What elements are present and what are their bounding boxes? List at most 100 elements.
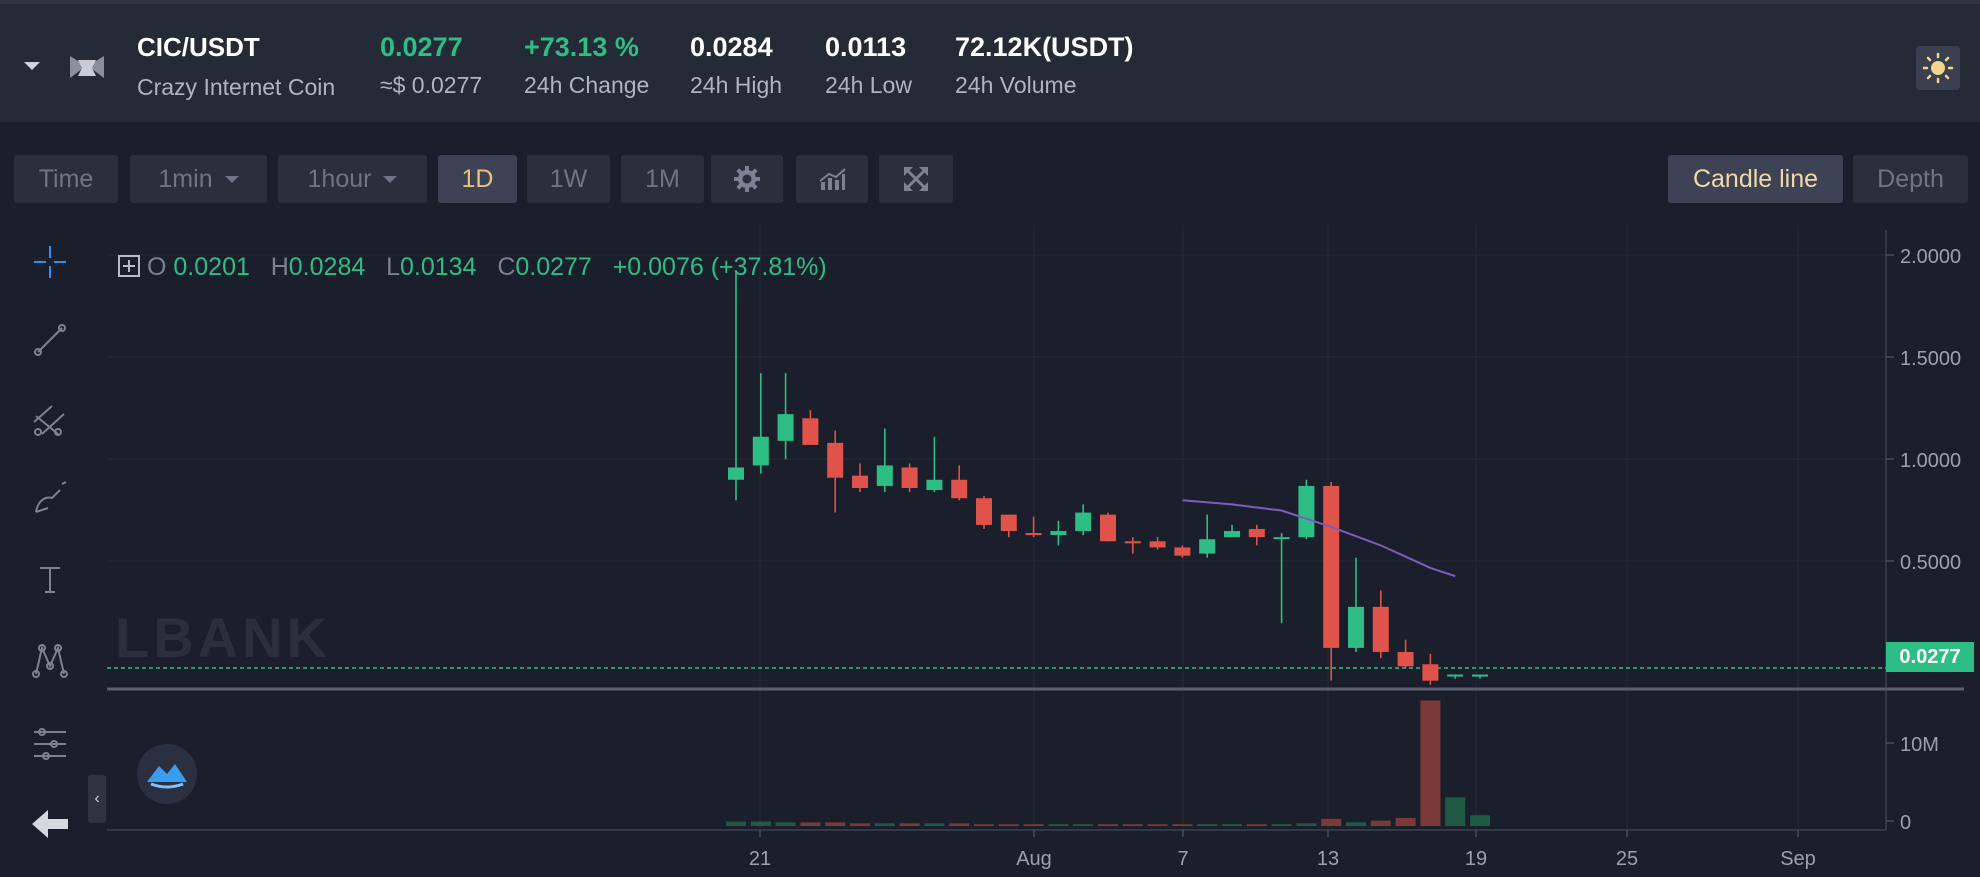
volume-bar [974, 824, 994, 826]
volume-bar [924, 823, 945, 826]
coin-logo-icon [70, 56, 104, 78]
low-label: 24h Low [825, 72, 912, 98]
volume-bar [1222, 824, 1242, 826]
settings-button[interactable] [711, 155, 783, 203]
parallel-channel-icon[interactable] [28, 398, 72, 442]
volume-stat: 72.12K(USDT) 24h Volume [955, 32, 1134, 99]
volume-bar [1271, 824, 1292, 826]
high-value-legend: 0.0284 [288, 253, 366, 281]
sun-icon [1922, 52, 1954, 84]
hour-interval-select[interactable]: 1hour [278, 155, 427, 203]
time-axis-label: Sep [1780, 848, 1816, 870]
low-stat: 0.0113 24h Low [825, 32, 912, 99]
moving-average-line [1182, 499, 1456, 578]
low-label-legend: L [386, 253, 400, 281]
price-stat: 0.0277 ≈$ 0.0277 [380, 32, 482, 99]
open-value: 0.0201 [173, 253, 250, 281]
candle-body [876, 465, 893, 486]
ohlc-legend: O 0.0201 H0.0284 L0.0134 C0.0277 +0.0076… [117, 253, 827, 282]
mountain-logo-icon [147, 764, 187, 789]
candle-body [728, 467, 744, 480]
volume-bar [874, 823, 895, 826]
text-tool-icon[interactable] [28, 558, 72, 602]
trend-line-icon[interactable] [28, 318, 72, 362]
candle-body [827, 442, 844, 478]
current-price-tag: 0.0277 [1886, 642, 1974, 672]
candle-body [1025, 533, 1042, 536]
chevron-left-icon: ‹ [94, 790, 100, 807]
volume-bar [1346, 822, 1366, 826]
candle-body [926, 479, 943, 491]
volume-bar [1098, 824, 1118, 826]
volume-bar [726, 821, 746, 826]
fullscreen-button[interactable] [879, 155, 953, 203]
close-label-legend: C [497, 253, 516, 281]
time-axis-label: 13 [1317, 848, 1339, 870]
price-axis-label: 0.5000 [1900, 552, 1961, 574]
volume-bar [899, 823, 920, 826]
volume-bar [1420, 700, 1441, 826]
high-value: 0.0284 [690, 32, 773, 62]
candle-body [1372, 606, 1389, 652]
indicators-button[interactable] [796, 155, 868, 203]
chevron-down-icon [383, 175, 398, 183]
candlestick-chart[interactable]: 2.0000 1.5000 1.0000 0.5000 10M 0 21 Aug 7 13 19 25… [0, 225, 1980, 877]
candle-body [752, 436, 769, 466]
high-stat: 0.0284 24h High [690, 32, 782, 99]
pattern-tool-icon[interactable] [28, 638, 72, 682]
volume-bar [1023, 824, 1044, 826]
candle-body [1050, 531, 1067, 536]
brush-icon[interactable] [28, 476, 72, 520]
collapse-toolbar-button[interactable]: ‹ [88, 775, 106, 823]
minute-interval-select[interactable]: 1min [130, 155, 267, 203]
candle-body [852, 475, 868, 488]
price-usd: ≈$ 0.0277 [380, 72, 483, 98]
depth-tab[interactable]: Depth [1853, 155, 1968, 203]
candle-body [1298, 485, 1315, 538]
price-axis-label: 2.0000 [1900, 246, 1961, 268]
volume-bar [1246, 824, 1267, 826]
volume-bar [1296, 823, 1317, 826]
interval-1w-button[interactable]: 1W [527, 155, 610, 203]
crosshair-icon[interactable] [28, 240, 72, 284]
candle-line-tab[interactable]: Candle line [1668, 155, 1843, 203]
expand-legend-icon[interactable] [117, 254, 141, 278]
candle-body [1397, 651, 1414, 667]
hour-select-label: 1hour [307, 164, 372, 193]
market-header: CIC/USDT Crazy Internet Coin 0.0277 ≈$ 0… [0, 0, 1980, 122]
time-button[interactable]: Time [14, 155, 118, 203]
price-axis-label: 1.5000 [1900, 348, 1961, 370]
pair-symbol[interactable]: CIC/USDT [137, 32, 260, 62]
volume-axis-label: 10M [1900, 734, 1939, 756]
gear-icon [734, 166, 760, 192]
volume-bar [998, 824, 1019, 826]
volume-bar [1172, 824, 1193, 826]
candle-change: +0.0076 (+37.81%) [612, 253, 827, 281]
candle-body [1422, 664, 1439, 681]
candle-body [1348, 606, 1364, 648]
volume-bar [1197, 824, 1218, 826]
time-axis-label: 25 [1616, 848, 1638, 870]
candle-body [777, 414, 794, 441]
back-arrow-icon[interactable] [30, 806, 70, 842]
volume-bar [1321, 818, 1342, 826]
interval-1m-button[interactable]: 1M [621, 155, 704, 203]
candle-body [1248, 528, 1265, 538]
interval-1d-button[interactable]: 1D [438, 155, 517, 203]
fibonacci-tool-icon[interactable] [28, 722, 72, 766]
volume-bar [1395, 817, 1416, 826]
chevron-down-icon [224, 175, 239, 183]
candle-body [1472, 674, 1488, 677]
theme-toggle-button[interactable] [1916, 46, 1960, 90]
high-label-legend: H [270, 253, 289, 281]
indicator-chart-icon [819, 168, 846, 190]
low-value-legend: 0.0134 [400, 253, 477, 281]
time-axis-label: 19 [1465, 848, 1487, 870]
candle-body [1149, 541, 1166, 548]
volume-bar [1048, 824, 1069, 826]
exchange-badge-logo [137, 744, 197, 804]
candle-body [1174, 547, 1191, 556]
time-axis-label: 21 [749, 848, 771, 870]
pair-dropdown-icon[interactable] [24, 62, 40, 70]
open-label: O [147, 253, 167, 281]
